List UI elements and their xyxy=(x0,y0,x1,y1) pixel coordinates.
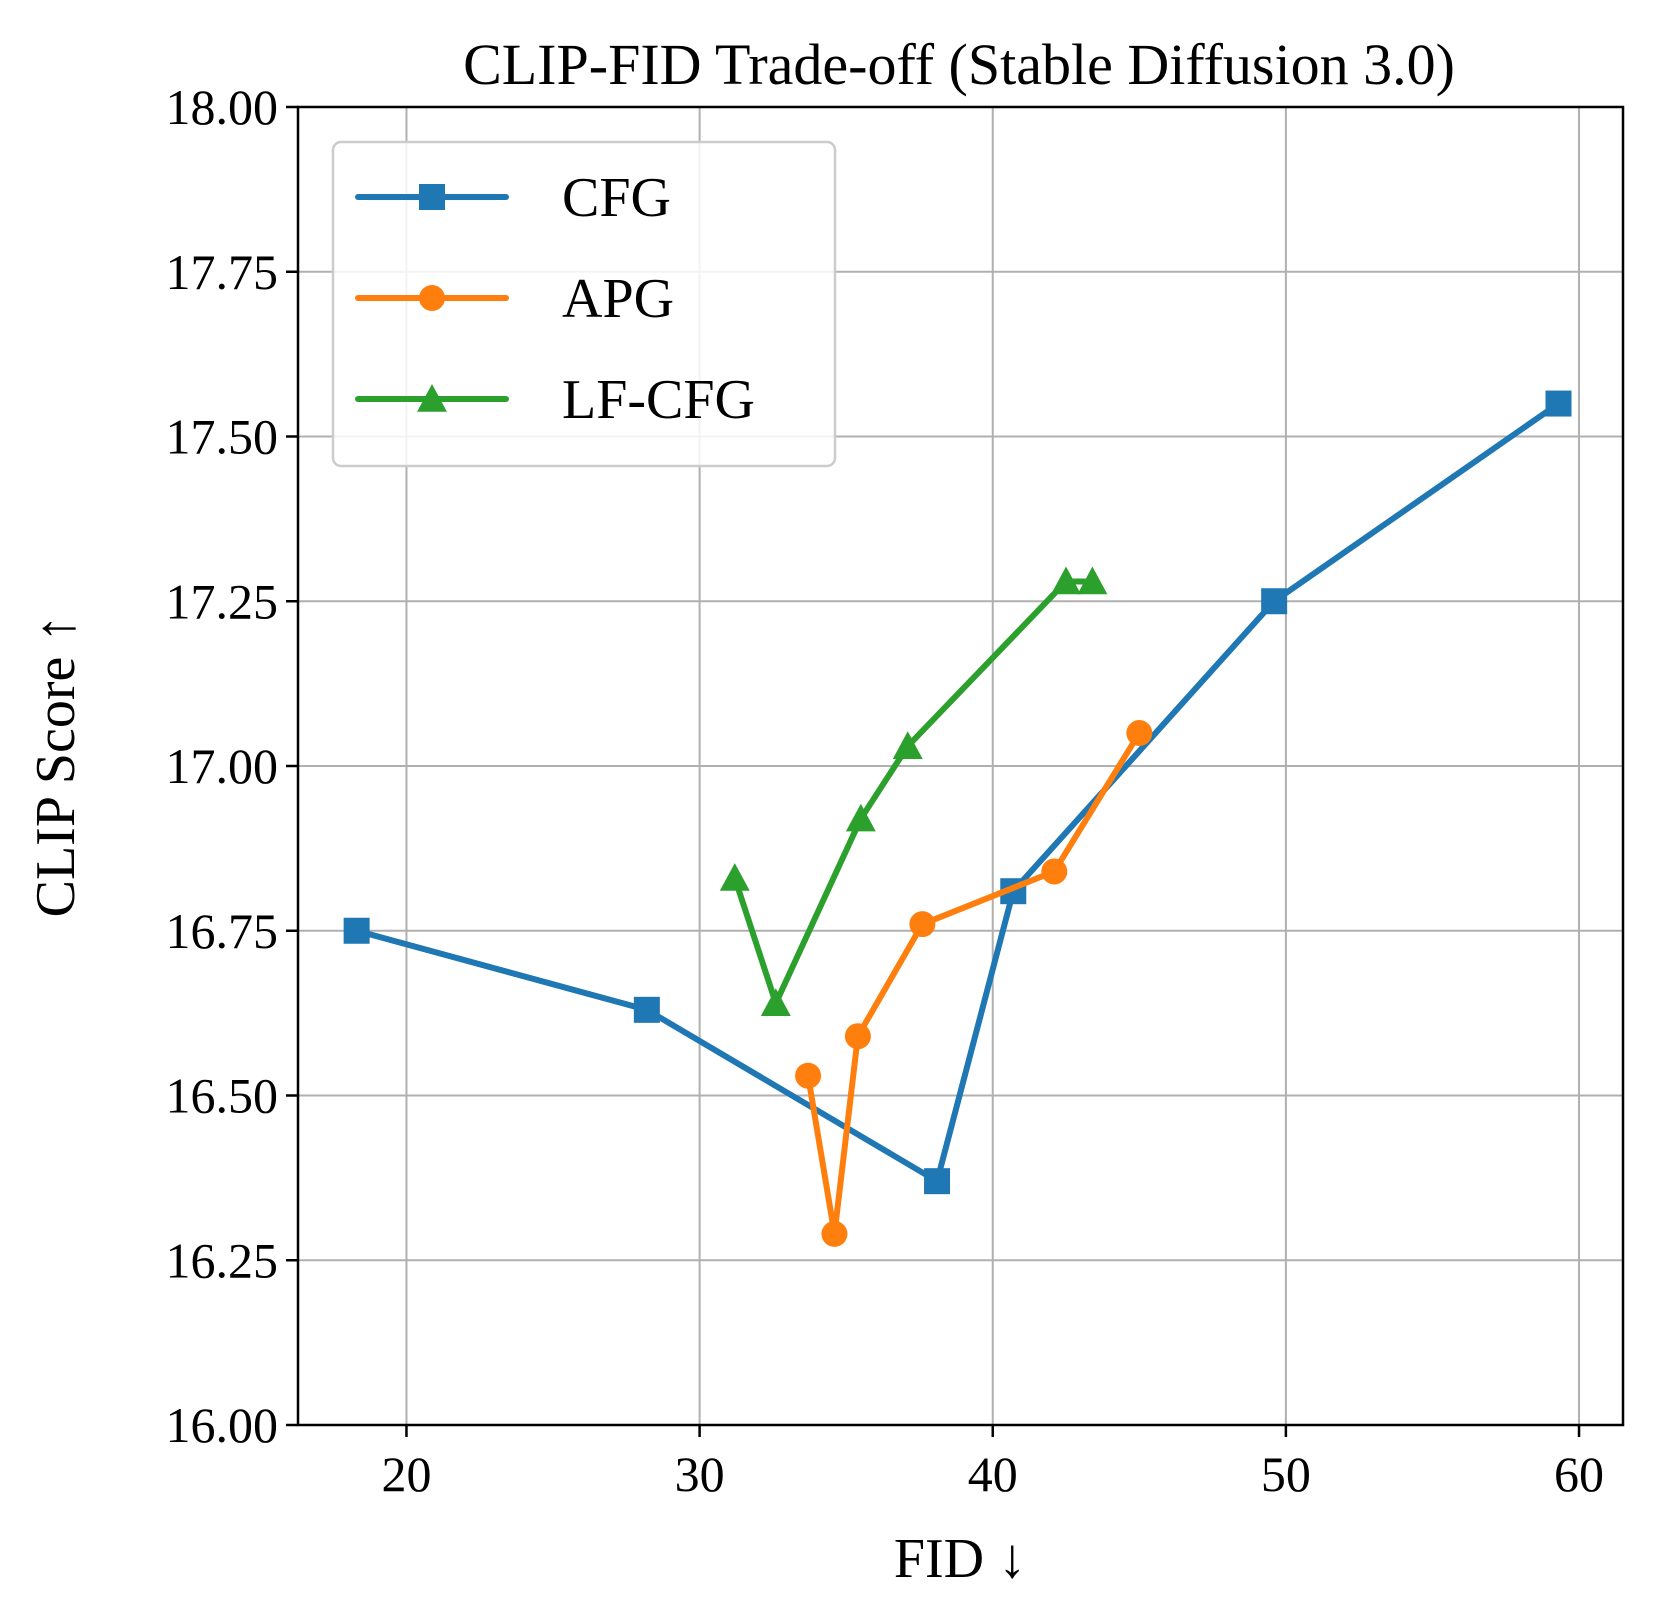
x-tick-label: 60 xyxy=(1554,1446,1604,1502)
cfg-point xyxy=(1261,588,1288,615)
y-tick-label: 16.25 xyxy=(166,1232,279,1288)
apg-point xyxy=(844,1023,871,1050)
x-tick-label: 20 xyxy=(381,1446,431,1502)
y-tick-label: 18.00 xyxy=(166,79,279,135)
cfg-point xyxy=(1545,390,1572,417)
lf-cfg-point xyxy=(845,803,876,832)
lf-cfg-point xyxy=(1051,566,1081,595)
lf-cfg-point xyxy=(719,863,750,891)
x-tick-label: 40 xyxy=(968,1446,1018,1502)
legend-marker-cfg xyxy=(419,184,445,210)
apg-line xyxy=(805,730,1143,1237)
cfg-point xyxy=(633,996,660,1023)
legend-box xyxy=(331,140,837,468)
axis-ticks: 20 30 40 50 60 16.00 16.25 16.50 16.75 17.00 17.25… xyxy=(166,79,1605,1502)
apg-point xyxy=(1126,720,1153,747)
chart-title: CLIP-FID Trade-off (Stable Diffusion 3.0… xyxy=(463,32,1455,97)
y-tick-label: 17.75 xyxy=(166,244,279,300)
cfg-point xyxy=(924,1168,951,1195)
cfg-line xyxy=(353,400,1562,1185)
apg-point xyxy=(909,911,936,938)
legend-marker-apg xyxy=(419,285,445,311)
y-tick-label: 16.50 xyxy=(166,1068,279,1124)
x-tick-label: 50 xyxy=(1261,1446,1311,1502)
apg-point xyxy=(821,1220,848,1247)
x-tick-label: 30 xyxy=(675,1446,725,1502)
cfg-point xyxy=(343,917,370,944)
y-tick-label: 17.25 xyxy=(166,573,279,629)
y-axis-label: CLIP Score ↑ xyxy=(25,615,87,918)
x-axis-label: FID ↓ xyxy=(894,1528,1026,1590)
apg-point xyxy=(795,1062,822,1089)
legend-label-apg: APG xyxy=(562,268,674,330)
series-layer xyxy=(343,390,1572,1247)
apg-point xyxy=(1041,858,1068,885)
y-tick-label: 16.75 xyxy=(166,903,279,959)
y-tick-label: 17.00 xyxy=(166,738,279,794)
legend: CFG APG LF-CFG xyxy=(331,140,837,468)
legend-marker-lf-cfg xyxy=(417,384,447,412)
y-tick-label: 17.50 xyxy=(166,409,279,465)
legend-label-lf-cfg: LF-CFG xyxy=(562,369,755,431)
legend-label-cfg: CFG xyxy=(562,167,671,229)
y-tick-label: 16.00 xyxy=(166,1397,279,1453)
lf-cfg-point xyxy=(1077,566,1108,595)
lf-cfg-point xyxy=(892,731,923,759)
lf-cfg-point xyxy=(760,988,791,1016)
